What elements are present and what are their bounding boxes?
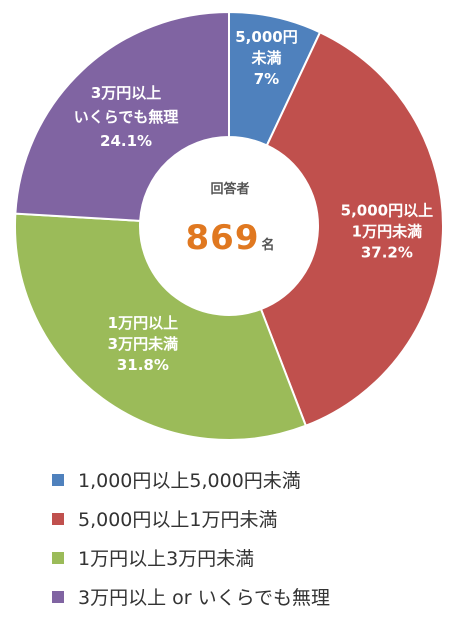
legend-label: 1万円以上3万円未満 <box>78 548 255 570</box>
slice-label-line: 24.1% <box>100 132 152 150</box>
slice-3 <box>14 212 308 441</box>
slice-label-line: 未満 <box>250 49 281 67</box>
donut-chart: 5,000円未満 7% 5,000円以上 1万円未満 37.2% 1万円以上 3万円未満 31… <box>14 10 444 441</box>
slice-label-line: 3万円以上 <box>91 84 161 102</box>
legend-label: 3万円以上 or いくらでも無理 <box>78 587 331 609</box>
slice-label-line: 5,000円 <box>235 28 297 46</box>
legend-label: 5,000円以上1万円未満 <box>78 509 278 531</box>
slice-4 <box>14 10 230 222</box>
legend-item-4: 3万円以上 or いくらでも無理 <box>52 577 330 616</box>
slice-label-1: 5,000円未満 7% <box>235 28 297 88</box>
center-value: 869 <box>186 218 260 258</box>
slice-label-line: いくらでも無理 <box>74 108 179 126</box>
center-title: 回答者 <box>210 181 249 197</box>
legend: 1,000円以上5,000円未満 5,000円以上1万円未満 1万円以上3万円未満 3… <box>52 460 330 616</box>
legend-swatch <box>52 473 64 486</box>
slice-label-line: 5,000円以上 <box>341 202 433 220</box>
legend-swatch <box>52 590 64 603</box>
legend-item-1: 1,000円以上5,000円未満 <box>52 460 330 499</box>
slice-label-line: 1万円未満 <box>352 223 422 241</box>
slice-label-line: 3万円未満 <box>108 335 178 353</box>
slice-label-line: 1万円以上 <box>108 314 178 332</box>
slice-label-2: 5,000円以上 1万円未満 37.2% <box>341 202 433 262</box>
legend-swatch <box>52 551 64 564</box>
legend-swatch <box>52 512 64 525</box>
legend-label: 1,000円以上5,000円未満 <box>78 470 301 492</box>
center-total: 869 名 <box>186 218 275 258</box>
slice-2 <box>259 30 444 428</box>
slice-label-line: 31.8% <box>117 356 169 374</box>
slice-label-line: 37.2% <box>361 244 413 262</box>
legend-item-3: 1万円以上3万円未満 <box>52 538 330 577</box>
legend-item-2: 5,000円以上1万円未満 <box>52 499 330 538</box>
slice-label-3: 1万円以上 3万円未満 31.8% <box>108 314 178 374</box>
slice-label-4: 3万円以上いくらでも無理 24.1% <box>74 84 179 150</box>
slice-label-line: 7% <box>254 70 279 88</box>
center-unit: 名 <box>261 237 274 253</box>
